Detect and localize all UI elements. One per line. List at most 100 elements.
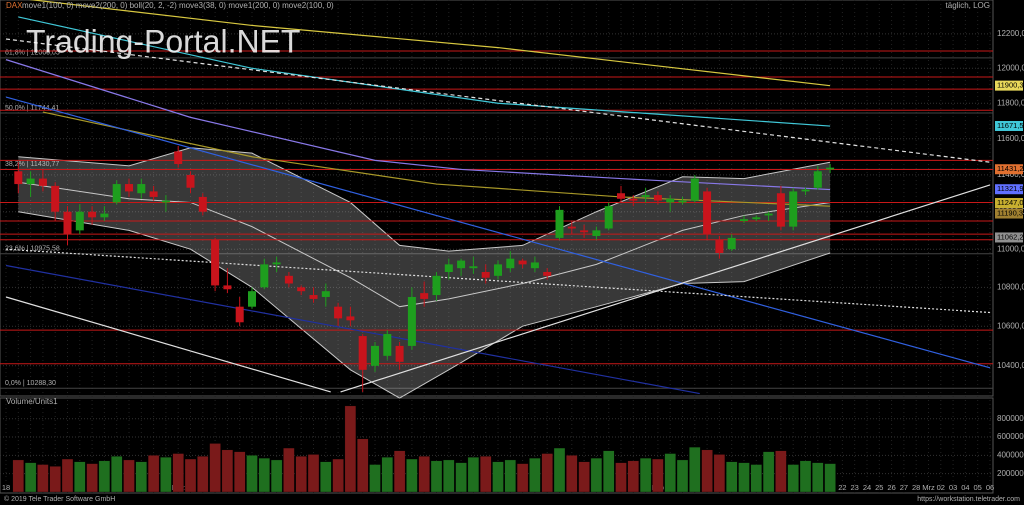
candle-body — [297, 287, 306, 292]
y-tick-label: 11000,00 — [997, 244, 1024, 253]
volume-bar — [480, 456, 492, 493]
volume-title: Volume/Units1 — [6, 397, 58, 406]
x-tick-label: 03 — [949, 483, 957, 492]
candle-body — [740, 219, 748, 222]
volume-bar — [799, 460, 812, 493]
candle-body — [260, 264, 269, 288]
volume-bar — [492, 461, 504, 493]
volume-bar — [824, 463, 836, 493]
price-label-box — [995, 184, 1023, 195]
volume-bar — [98, 460, 111, 493]
volume-bar — [295, 456, 307, 493]
candle-body — [284, 275, 293, 284]
overlay-line — [42, 111, 831, 207]
candle-body — [321, 291, 330, 297]
overlay-line — [5, 59, 831, 191]
price-label: 11062,22 — [997, 232, 1024, 241]
volume-bar — [443, 459, 455, 493]
candle-body — [432, 275, 441, 296]
volume-bar — [652, 458, 664, 493]
candle-body — [211, 239, 220, 286]
volume-bar — [615, 462, 627, 493]
price-label-box — [995, 120, 1023, 131]
volume-bar — [283, 447, 295, 493]
candle-body — [198, 196, 207, 212]
candle-body — [358, 336, 367, 370]
x-tick-label: 23 — [851, 483, 859, 492]
candle-body — [690, 178, 699, 201]
x-tick-label: Mrz — [922, 483, 935, 492]
bollinger-upper — [18, 147, 831, 252]
price-label: 11900,31 — [997, 81, 1024, 90]
price-label: 11431,28 — [997, 164, 1024, 173]
volume-bar — [603, 450, 615, 493]
volume-frame — [0, 397, 994, 494]
volume-bar — [197, 456, 209, 493]
candle-body — [407, 296, 416, 346]
volume-bar — [775, 450, 787, 493]
x-tick-label: 22 — [838, 483, 846, 492]
candle-body — [801, 189, 810, 192]
candle-body — [186, 174, 195, 188]
fib-label: 50,0% | 11744,41 — [5, 105, 59, 112]
candle-body — [334, 306, 343, 319]
candle-body — [88, 211, 97, 218]
x-tick-label: 04 — [961, 483, 969, 492]
footer-right: https://workstation.teletrader.com — [917, 496, 1020, 503]
overlay-line — [5, 248, 991, 314]
candle-body — [125, 184, 133, 192]
candle-body — [149, 191, 158, 197]
volume-bar — [701, 449, 713, 493]
candle-body — [530, 262, 539, 269]
y-tick-label: 11600,00 — [997, 134, 1024, 143]
overlay-line — [5, 38, 991, 163]
volume-bar — [418, 456, 430, 493]
candle-body — [174, 151, 183, 165]
volume-bar — [590, 457, 603, 493]
candle-body — [703, 191, 712, 235]
volume-bar — [258, 457, 270, 493]
x-tick-label: 06 — [986, 483, 994, 492]
candle-body — [26, 178, 35, 185]
volume-bar — [689, 446, 701, 493]
x-tick-label: 25 — [875, 483, 883, 492]
x-tick-label: 05 — [974, 483, 982, 492]
volume-bar — [61, 458, 74, 493]
candle-body — [789, 191, 798, 227]
candle-body — [346, 316, 355, 321]
overlay-line — [5, 96, 991, 369]
candle-body — [161, 200, 170, 203]
volume-bar — [566, 455, 578, 493]
volume-bar — [578, 461, 590, 493]
candle-body — [826, 167, 835, 170]
candle-body — [444, 264, 453, 272]
symbol: DAX — [6, 1, 23, 10]
candle-body — [112, 184, 121, 203]
fib-label: 38,2% | 11430,77 — [5, 161, 59, 168]
x-tick-label: 26 — [887, 483, 895, 492]
candle-body — [752, 217, 761, 220]
price-label: 11190,32 — [997, 209, 1024, 218]
volume-bar — [24, 462, 37, 493]
volume-bar — [86, 463, 98, 493]
candle-body — [100, 213, 109, 218]
candle-body — [235, 306, 244, 323]
price-label: 11247,09 — [997, 198, 1024, 207]
candle-body — [764, 213, 773, 216]
candle-body — [580, 230, 589, 233]
price-frame — [0, 0, 994, 397]
y-tick-label: 11400,00 — [997, 170, 1024, 179]
candle-body — [641, 195, 650, 197]
candle-body — [14, 171, 23, 185]
volume-bar — [184, 458, 197, 493]
volume-bar — [406, 458, 418, 493]
volume-bar — [713, 454, 726, 493]
volume-bar — [369, 464, 381, 493]
overlay-line — [5, 264, 700, 395]
volume-bar — [393, 450, 406, 493]
volume-bar — [135, 461, 147, 493]
volume-tick-label: 2000000 — [997, 469, 1024, 478]
volume-bar — [504, 459, 516, 493]
